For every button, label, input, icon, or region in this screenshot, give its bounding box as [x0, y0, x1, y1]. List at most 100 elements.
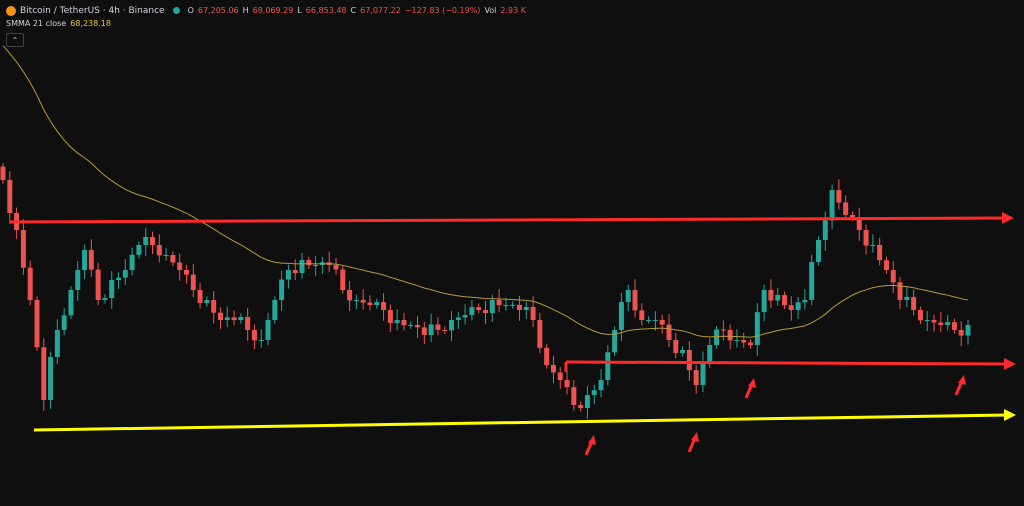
candle-body	[143, 236, 149, 245]
candle-body	[136, 244, 142, 255]
candle-body	[381, 302, 387, 310]
candle-body	[666, 324, 672, 340]
candle-body	[849, 215, 855, 218]
candle-body	[917, 309, 923, 321]
market-status-icon[interactable]	[172, 7, 180, 14]
high-value: 68,069.29	[252, 6, 294, 15]
candle-body	[510, 304, 516, 306]
candle-body	[333, 264, 339, 270]
candle-body	[591, 390, 597, 396]
candle-body	[238, 316, 244, 321]
candle-body	[116, 277, 122, 281]
candle-body	[455, 317, 461, 321]
candle-body	[279, 279, 285, 300]
candle-body	[516, 304, 522, 310]
candle-body	[693, 370, 699, 386]
candle-body	[258, 339, 264, 341]
candle-body	[367, 302, 373, 305]
candle-body	[496, 299, 502, 306]
indicator-row[interactable]: SMMA 21 close 68,238.18	[6, 17, 526, 30]
candle-body	[550, 364, 556, 373]
candle-body	[251, 329, 257, 341]
yellow-trend-line	[33, 413, 1009, 432]
candle-body	[571, 387, 577, 405]
candle-body	[788, 305, 794, 310]
candle-body	[659, 320, 665, 325]
candle-body	[387, 309, 393, 324]
candle-body	[285, 269, 291, 280]
candle-body	[415, 325, 421, 328]
candle-body	[863, 229, 869, 246]
candle-body	[272, 299, 278, 320]
candle-body	[646, 320, 652, 322]
candle-body	[897, 282, 903, 300]
red-arrow-head	[691, 432, 699, 442]
candle-body	[652, 320, 658, 322]
candle-body	[428, 324, 434, 335]
candle-body	[211, 299, 217, 313]
candle-body	[612, 329, 618, 353]
candle-body	[292, 269, 298, 274]
candle-body	[374, 302, 380, 305]
bitcoin-logo-icon	[6, 5, 16, 16]
candle-body	[822, 220, 828, 240]
indicator-name[interactable]: SMMA 21 close	[6, 19, 67, 28]
resistance-line	[9, 216, 1007, 224]
open-label: O	[187, 6, 194, 15]
symbol-title[interactable]: Bitcoin / TetherUS · 4h · Binance	[20, 5, 165, 16]
candle-body	[476, 307, 482, 310]
candle-body	[924, 320, 930, 322]
candle-body	[394, 320, 400, 324]
candle-body	[48, 356, 54, 400]
candle-body	[748, 342, 754, 345]
candle-body	[75, 270, 81, 291]
candle-body	[102, 298, 108, 300]
candle-body	[965, 325, 971, 336]
low-label: L	[297, 6, 302, 15]
candle-body	[741, 339, 747, 343]
candle-body	[870, 244, 876, 246]
symbol-row: Bitcoin / TetherUS · 4h · Binance O 67,20…	[6, 4, 526, 17]
candle-body	[951, 322, 957, 330]
candle-body	[61, 315, 67, 330]
candle-body	[224, 317, 230, 321]
candle-body	[714, 329, 720, 345]
candle-body	[843, 202, 849, 216]
red-arrow-head	[588, 435, 596, 445]
candle-body	[809, 261, 815, 300]
candle-body	[802, 299, 808, 303]
candle-body	[836, 190, 842, 203]
candle-body	[54, 329, 60, 357]
candle-body	[462, 315, 468, 318]
candle-body	[544, 347, 550, 365]
candle-body	[557, 372, 563, 381]
candle-body	[401, 320, 407, 326]
collapse-legend-button[interactable]: ⌃	[6, 33, 24, 47]
candle-body	[347, 290, 353, 301]
candle-body	[20, 229, 26, 268]
candle-body	[720, 329, 726, 331]
candle-body	[231, 317, 237, 321]
candle-body	[761, 290, 767, 313]
candle-body	[727, 329, 733, 341]
support-line	[565, 360, 1009, 366]
candle-body	[109, 280, 115, 299]
candle-body	[299, 260, 305, 274]
candle-body	[815, 239, 821, 262]
volume-label: Vol	[484, 6, 497, 15]
candle-body	[700, 362, 706, 386]
candle-body	[435, 324, 441, 330]
candle-body	[421, 327, 427, 335]
candle-body	[503, 304, 509, 306]
candle-body	[686, 350, 692, 371]
candle-body	[129, 254, 135, 270]
change-value: −127.83 (−0.19%)	[404, 6, 481, 15]
candle-body	[911, 296, 917, 310]
candle-body	[958, 329, 964, 336]
smma-line	[2, 45, 969, 338]
candle-body	[408, 325, 414, 327]
candle-body	[754, 312, 760, 345]
candle-body	[217, 312, 223, 321]
